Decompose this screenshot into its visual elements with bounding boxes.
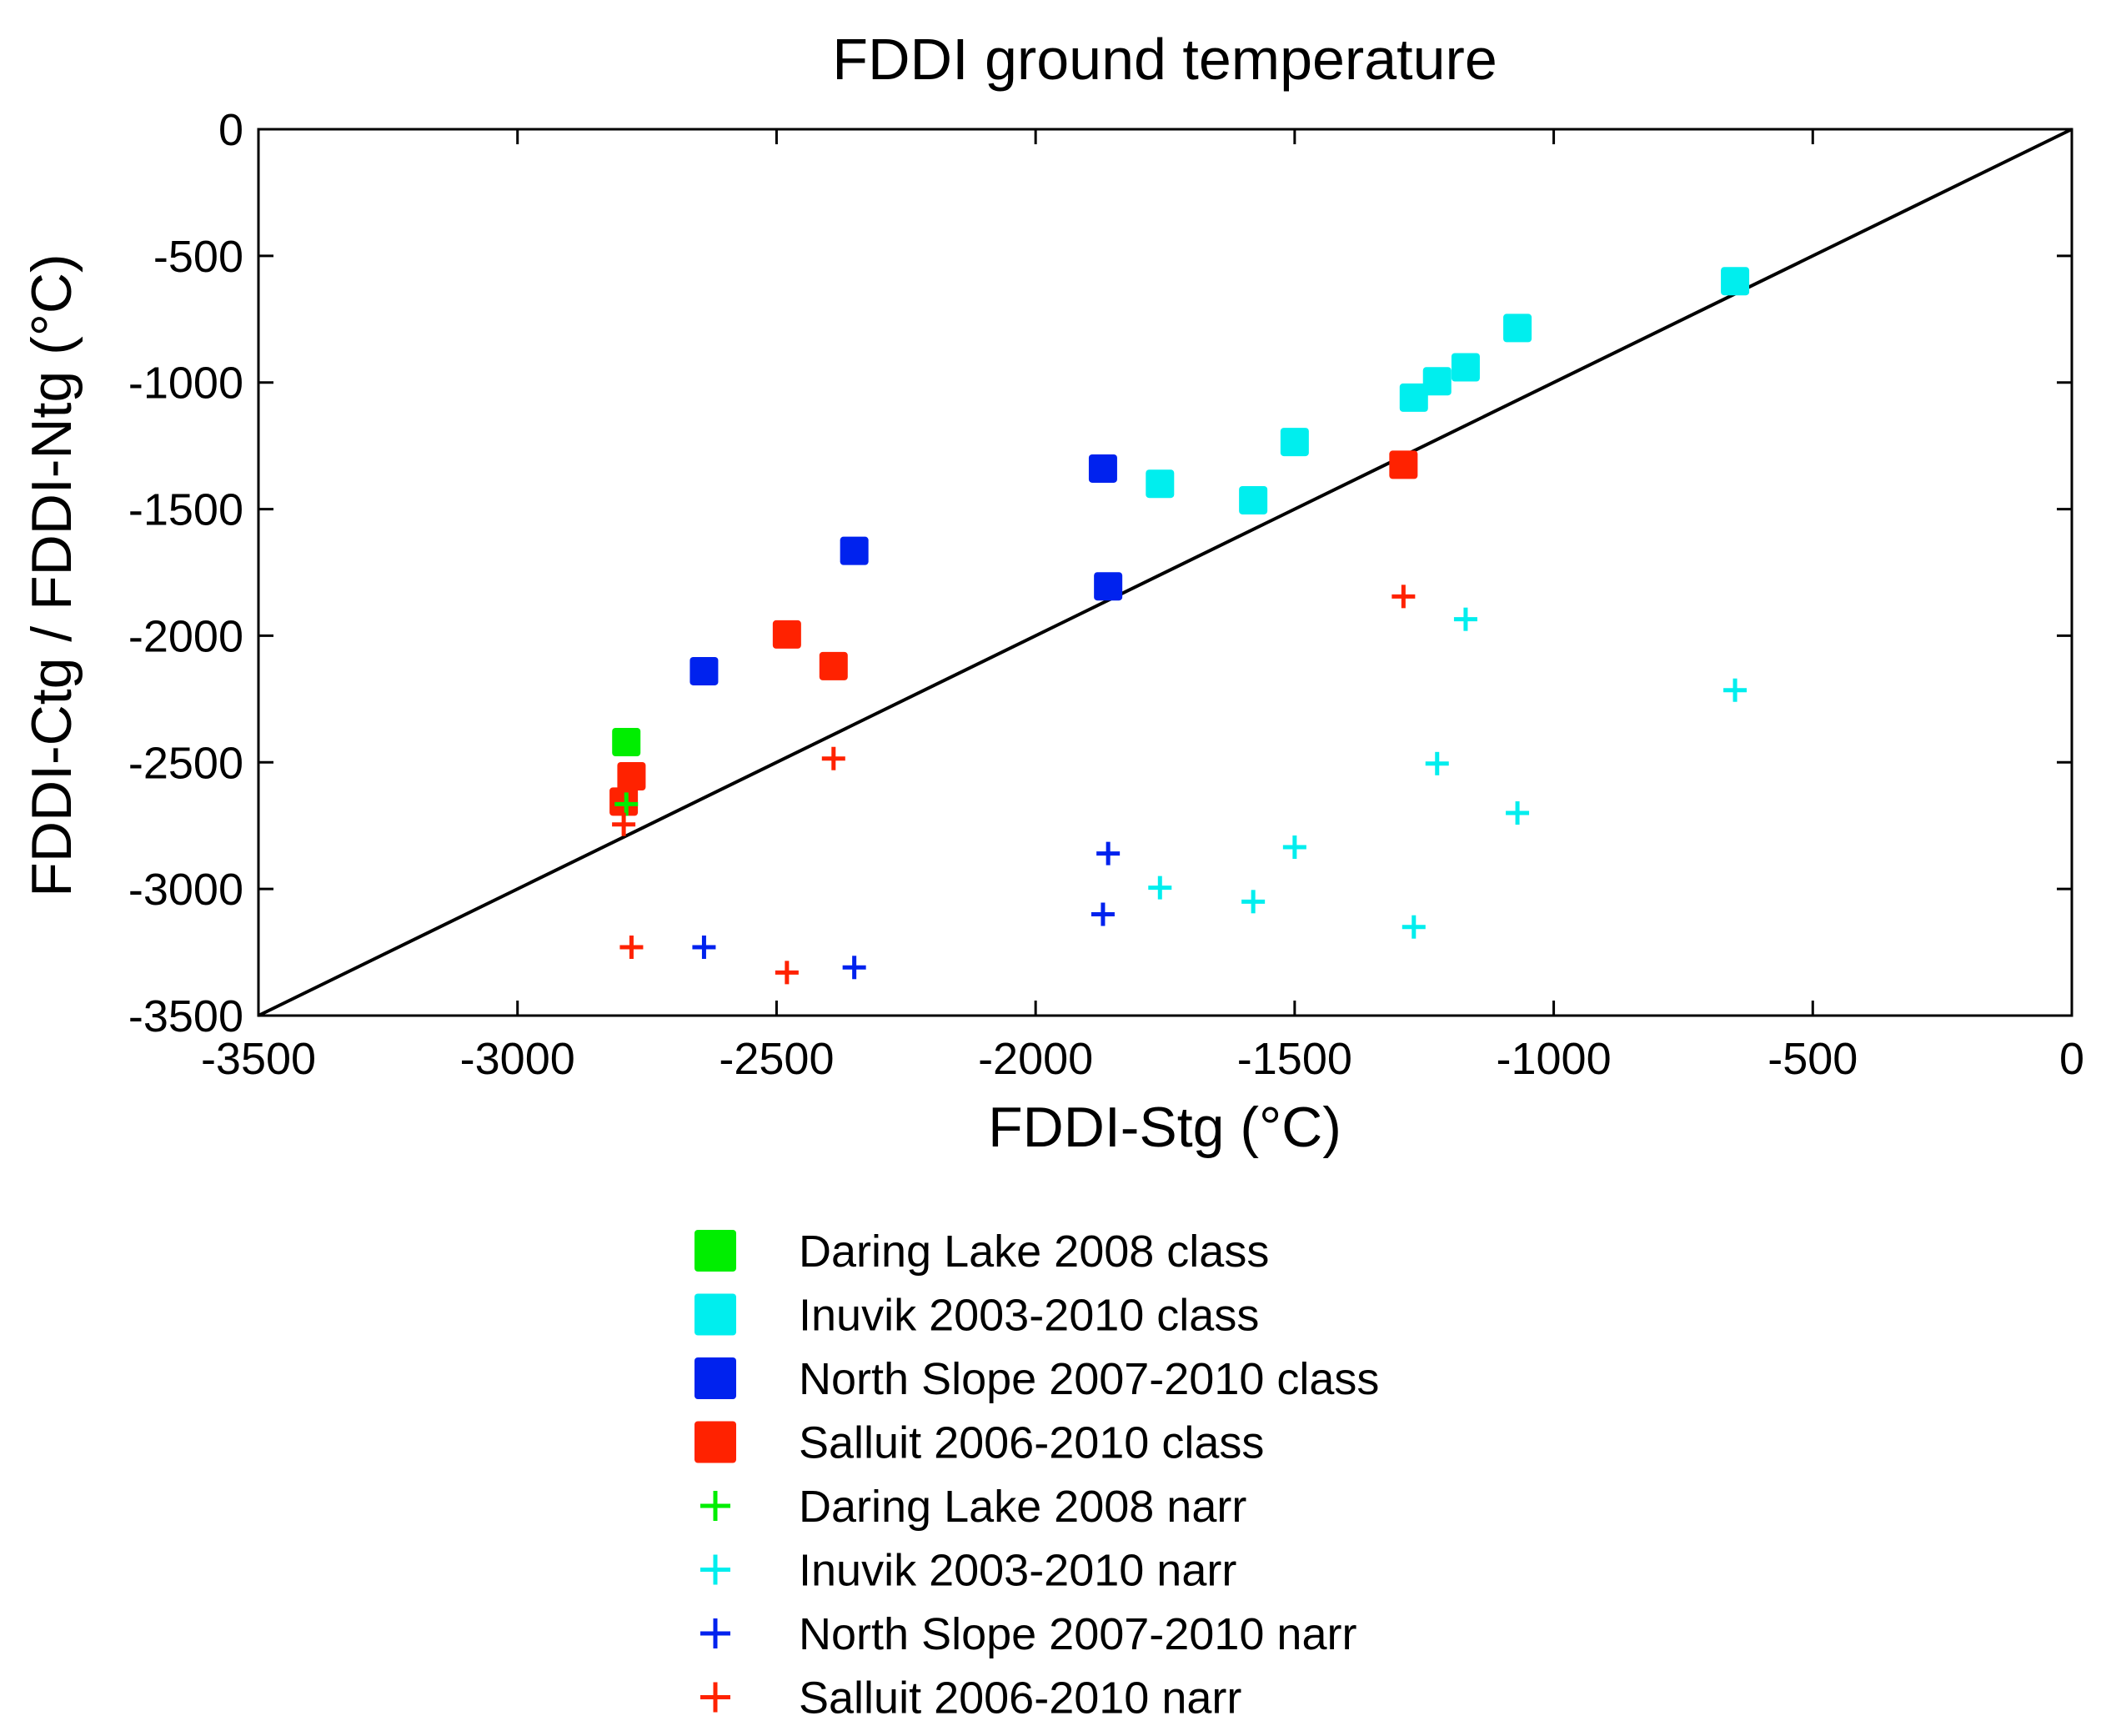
legend-label: Daring Lake 2008 narr bbox=[799, 1482, 1246, 1532]
point-narr-s5-p6 bbox=[1241, 890, 1266, 914]
point-class-s1-p0 bbox=[1721, 267, 1750, 296]
plot-frame bbox=[257, 128, 2073, 1017]
legend-label: North Slope 2007-2010 narr bbox=[799, 1609, 1356, 1659]
point-class-s1-p1 bbox=[1503, 314, 1532, 343]
point-class-s3-p4 bbox=[609, 787, 639, 816]
legend-marker-0 bbox=[694, 1230, 736, 1272]
marks-layer bbox=[258, 128, 2073, 1017]
point-class-s3-p1 bbox=[772, 620, 801, 649]
point-class-s2-p1 bbox=[1094, 572, 1123, 601]
y-tick-label: -2500 bbox=[128, 738, 243, 788]
legend-marker-5 bbox=[700, 1554, 730, 1585]
legend-marker-2 bbox=[694, 1357, 736, 1399]
legend: Daring Lake 2008 class Inuvik 2003-2010 c… bbox=[694, 1227, 1379, 1723]
legend-marker-1 bbox=[694, 1293, 736, 1336]
legend-label: Inuvik 2003-2010 narr bbox=[799, 1546, 1236, 1596]
point-narr-s7-p4 bbox=[775, 961, 799, 985]
point-narr-s4-p0 bbox=[614, 792, 639, 816]
point-class-s2-p2 bbox=[840, 536, 869, 565]
legend-marker-7 bbox=[700, 1682, 730, 1713]
x-tick-label: 0 bbox=[2059, 1034, 2084, 1084]
point-narr-s7-p0 bbox=[1391, 585, 1416, 609]
point-class-s1-p7 bbox=[1146, 469, 1175, 499]
point-narr-s7-p2 bbox=[612, 812, 636, 836]
x-tick-label: -2500 bbox=[719, 1034, 834, 1084]
y-tick-label: -500 bbox=[153, 232, 243, 282]
point-narr-s7-p3 bbox=[619, 935, 644, 959]
point-class-s0-p0 bbox=[612, 727, 641, 756]
legend-label: Daring Lake 2008 class bbox=[799, 1227, 1269, 1277]
point-class-s1-p3 bbox=[1422, 367, 1452, 396]
point-narr-s5-p0 bbox=[1723, 678, 1747, 702]
point-narr-s6-p3 bbox=[692, 935, 716, 959]
x-axis-label: FDDI-Stg (°C) bbox=[988, 1096, 1341, 1159]
x-tick-label: -500 bbox=[1768, 1034, 1858, 1084]
point-class-s3-p0 bbox=[1389, 450, 1418, 479]
point-class-s3-p2 bbox=[819, 651, 848, 680]
y-tick-label: -3000 bbox=[128, 865, 243, 915]
point-narr-s6-p2 bbox=[842, 956, 866, 980]
y-tick-label: -1500 bbox=[128, 485, 243, 535]
point-class-s3-p3 bbox=[617, 761, 646, 790]
y-tick-label: -1000 bbox=[128, 359, 243, 409]
point-class-s1-p2 bbox=[1451, 353, 1480, 382]
point-narr-s5-p5 bbox=[1402, 915, 1426, 939]
point-class-s1-p6 bbox=[1239, 485, 1268, 514]
point-class-s2-p3 bbox=[689, 656, 719, 685]
legend-label: Salluit 2006-2010 narr bbox=[799, 1673, 1241, 1723]
y-tick-label: 0 bbox=[218, 105, 243, 155]
legend-marker-4 bbox=[700, 1491, 730, 1521]
point-class-s1-p4 bbox=[1399, 383, 1428, 412]
legend-marker-3 bbox=[694, 1421, 736, 1463]
point-class-s1-p5 bbox=[1280, 428, 1309, 457]
reference-line bbox=[258, 128, 2073, 1017]
point-narr-s5-p1 bbox=[1453, 607, 1477, 631]
chart-title: FDDI ground temperature bbox=[832, 27, 1497, 92]
x-tick-label: -3000 bbox=[460, 1034, 575, 1084]
point-narr-s7-p1 bbox=[821, 746, 845, 770]
point-narr-s6-p0 bbox=[1096, 841, 1121, 865]
point-narr-s6-p1 bbox=[1091, 902, 1115, 926]
legend-marker-6 bbox=[700, 1618, 730, 1648]
point-narr-s5-p2 bbox=[1425, 751, 1449, 775]
x-tick-label: -3500 bbox=[201, 1034, 316, 1084]
legend-label: Salluit 2006-2010 class bbox=[799, 1418, 1264, 1468]
x-tick-label: -1500 bbox=[1237, 1034, 1352, 1084]
y-tick-label: -3500 bbox=[128, 991, 243, 1041]
point-narr-s5-p4 bbox=[1282, 835, 1306, 860]
point-narr-s5-p7 bbox=[1148, 876, 1172, 900]
point-narr-s5-p3 bbox=[1506, 801, 1530, 825]
legend-label: North Slope 2007-2010 class bbox=[799, 1354, 1379, 1404]
x-tick-label: -1000 bbox=[1497, 1034, 1612, 1084]
y-tick-label: -2000 bbox=[128, 611, 243, 661]
legend-label: Inuvik 2003-2010 class bbox=[799, 1291, 1259, 1341]
point-class-s2-p0 bbox=[1088, 454, 1117, 483]
y-axis-label: FDDI-Ctg / FDDI-Ntg (°C) bbox=[20, 253, 83, 896]
axis-ticks: -3500 -3000 -2500 -2000 -1500 -1000 -500 0 0 -500… bbox=[128, 105, 2084, 1084]
x-tick-label: -2000 bbox=[978, 1034, 1093, 1084]
